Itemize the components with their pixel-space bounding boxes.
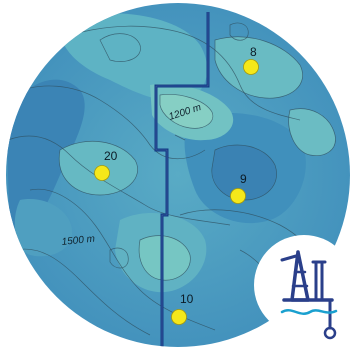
block-boundary-highlight [155, 12, 209, 347]
logo-badge [254, 235, 354, 340]
well-20[interactable]: 20 [94, 149, 118, 181]
well-marker[interactable] [230, 188, 246, 204]
contour-line-5 [14, 248, 151, 336]
well-label: 20 [104, 149, 118, 163]
deep-basin [211, 145, 277, 200]
contour-crest [159, 94, 214, 129]
well-8[interactable]: 8 [243, 45, 259, 75]
well-marker[interactable] [243, 59, 259, 75]
water-wave-icon [280, 309, 338, 315]
high-zone-south [139, 235, 191, 281]
contour-small-south [109, 247, 129, 269]
contour-line-3 [7, 135, 231, 226]
contour-small-north [99, 33, 141, 62]
mid-zone-south-west [14, 199, 73, 257]
well-label: 10 [180, 292, 194, 306]
high-zone-east [288, 108, 336, 156]
well-9[interactable]: 9 [230, 172, 248, 204]
shallow-zone-north [59, 13, 208, 101]
well-marker[interactable] [94, 165, 110, 181]
contour-west-high [58, 140, 138, 196]
contour-north-east-high [214, 36, 303, 99]
contour-label-1500: 1500 m [61, 234, 95, 248]
contour-tick [174, 134, 186, 141]
contour-line-2 [9, 85, 206, 159]
contour-south-high [138, 235, 191, 281]
well-label: 9 [240, 172, 247, 186]
block-boundary-line [154, 12, 210, 347]
contour-basin [211, 144, 277, 201]
offshore-platform-icon [280, 250, 337, 340]
contour-small-north-east [229, 22, 249, 41]
well-marker[interactable] [171, 309, 187, 325]
well-label: 8 [250, 45, 257, 59]
crest-center [160, 94, 213, 129]
contour-east-high [288, 108, 336, 156]
well-10[interactable]: 10 [171, 292, 194, 325]
